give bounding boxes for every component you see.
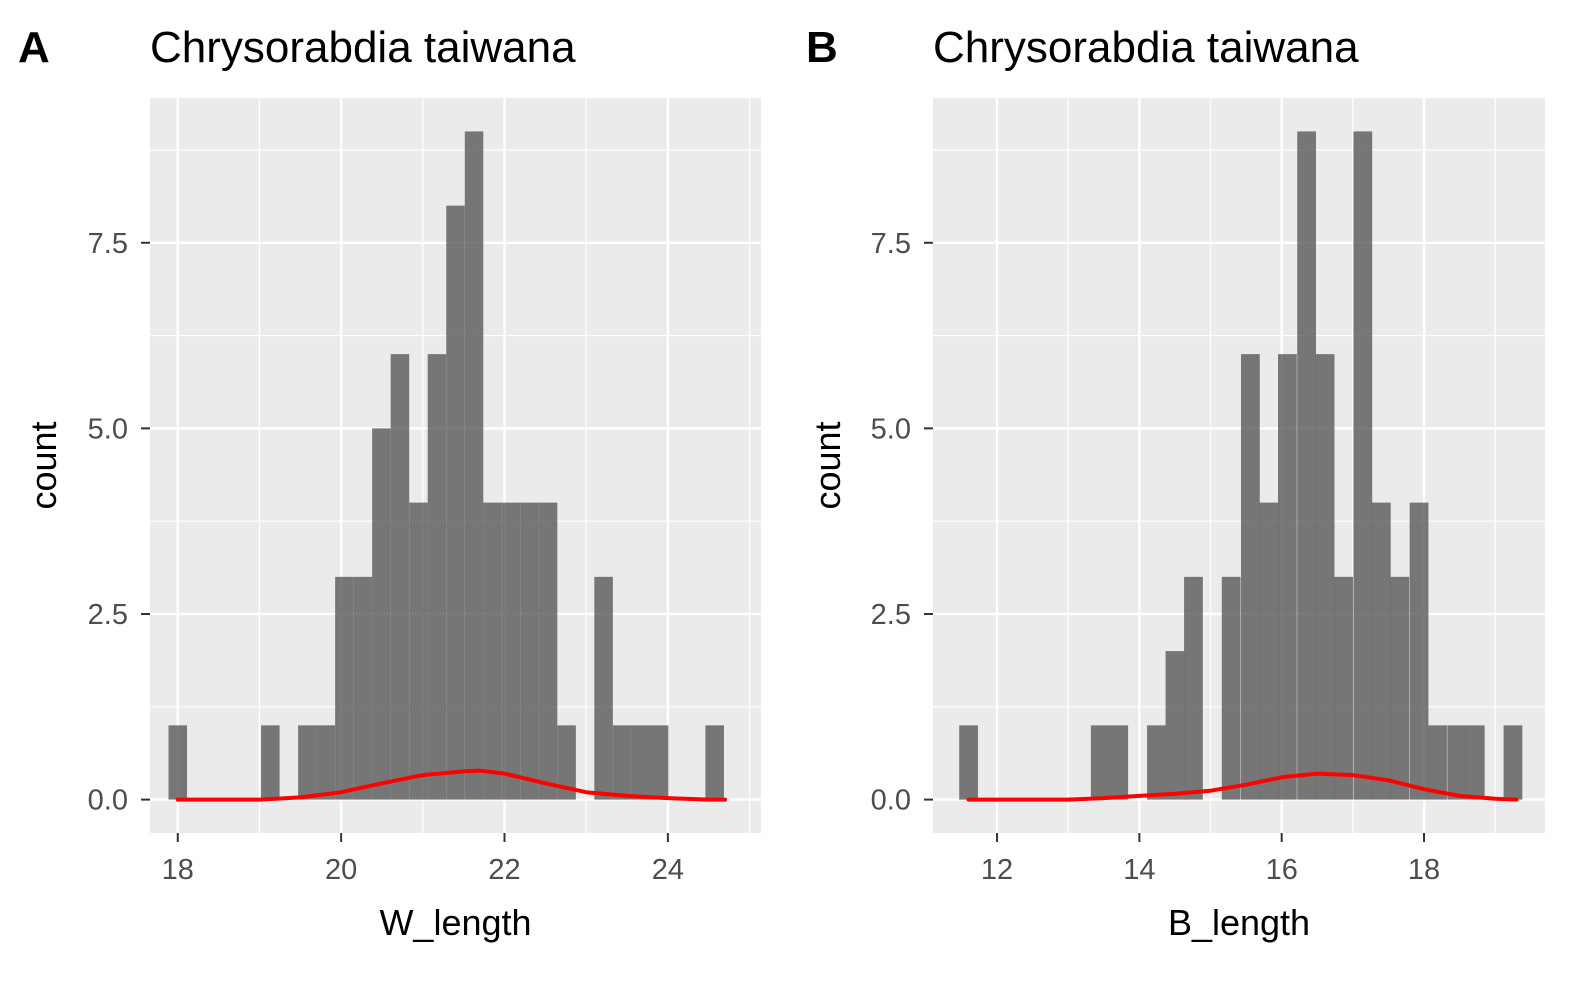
y-tick-label: 0.0 [871,785,911,817]
chart-panel-b: 12 14 16 18 0.0 2.5 5.0 7.5 B_length count B Chryso… [806,23,1545,943]
y-tick-label: 5.0 [88,413,128,445]
y-tick-label: 2.5 [88,599,128,631]
histogram-bar [1334,576,1353,800]
histogram-bar [1315,354,1335,800]
y-axis-label: count [23,421,64,509]
histogram-bar [557,725,576,800]
panel-tag: A [18,23,50,72]
chart-title: Chrysorabdia taiwana [150,23,576,72]
histogram-bar [705,725,724,800]
histogram-bar [483,502,502,800]
histogram-bar [1297,131,1316,800]
histogram-bar [649,725,669,800]
density-line [175,768,728,802]
x-tick-label: 22 [488,854,520,886]
y-tick-label: 2.5 [871,599,911,631]
histogram-bar [631,725,650,800]
histogram-bar [501,502,521,800]
x-tick-label: 16 [1266,854,1298,886]
chart-title: Chrysorabdia taiwana [933,23,1359,72]
histogram-bar [1447,725,1467,800]
histogram-bar [446,205,465,800]
histogram-bar [538,502,558,800]
histogram-bar [1241,354,1260,800]
histogram-bar [594,576,613,800]
histogram-bar [959,725,978,800]
histogram-bar [335,576,354,800]
panel-tag: B [806,23,838,72]
y-axis-label: count [807,421,848,509]
histogram-bar [1409,502,1429,800]
histogram-bar [1428,725,1447,800]
histogram-bar [316,725,336,800]
x-tick-label: 20 [325,854,357,886]
histogram-bar [1465,725,1485,800]
histogram-bar [464,131,484,800]
histogram-bar [1353,131,1373,800]
histogram-bar [409,502,428,800]
y-tick-label: 5.0 [871,413,911,445]
x-tick-label: 12 [981,854,1013,886]
histogram-bar [612,725,632,800]
histogram-bar [1090,725,1110,800]
y-tick-label: 7.5 [871,228,911,260]
histogram-bar [298,725,317,800]
x-axis-label: B_length [1168,902,1310,943]
histogram-bar [390,354,410,800]
histogram-bar [1184,576,1203,800]
y-tick-label: 7.5 [88,228,128,260]
x-tick-label: 14 [1123,854,1155,886]
x-tick-label: 24 [652,854,684,886]
histogram-bar [261,725,280,800]
histogram-bar [1503,725,1523,800]
histogram-bar [353,576,373,800]
histogram-bar [168,725,188,800]
histogram-bar [1371,502,1391,800]
x-tick-label: 18 [1408,854,1440,886]
histogram-bar [1109,725,1129,800]
x-tick-label: 18 [162,854,194,886]
histogram-bar [1221,576,1241,800]
chart-panel-a: 18 20 22 24 0.0 2.5 5.0 7.5 W_length count A Chryso… [18,23,761,943]
y-tick-label: 0.0 [88,785,128,817]
histogram-bar [1165,651,1185,800]
histogram-bar [1278,354,1297,800]
histogram-bar [427,354,447,800]
histogram-bar [520,502,539,800]
histogram-bar [1390,576,1410,800]
density-line [966,771,1519,802]
histogram-bar [372,428,391,800]
histogram-bar [1259,502,1279,800]
histogram-bar [1147,725,1166,800]
x-axis-label: W_length [379,902,531,943]
